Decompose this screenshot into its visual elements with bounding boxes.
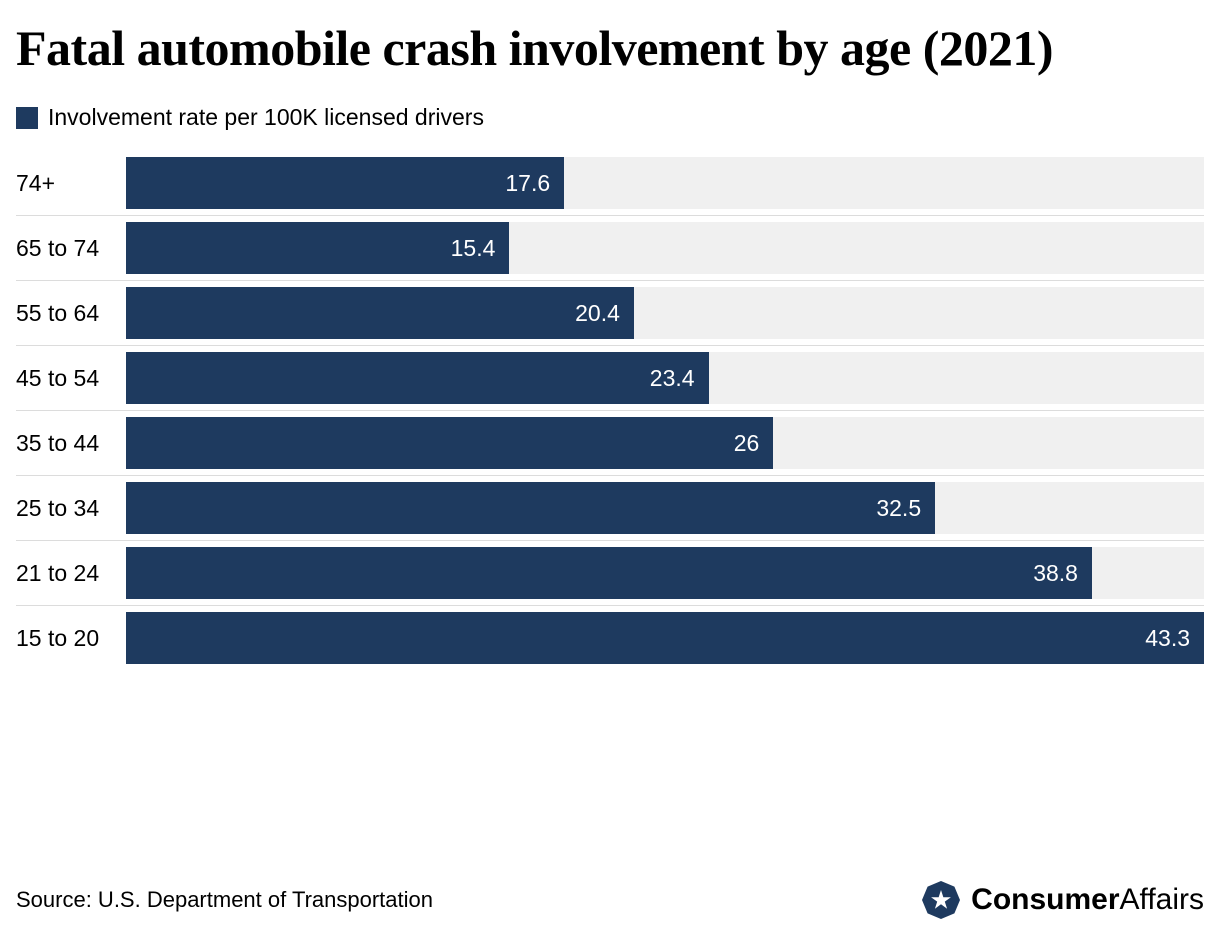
bar-track: 32.5 [126,482,1204,534]
bar-fill: 23.4 [126,352,709,404]
bar-value-label: 23.4 [650,365,695,392]
category-label: 15 to 20 [16,625,126,652]
chart-row: 65 to 74 15.4 [16,215,1204,280]
chart-row: 55 to 64 20.4 [16,280,1204,345]
bar-value-label: 43.3 [1145,625,1190,652]
chart-title: Fatal automobile crash involvement by ag… [16,20,1204,76]
brand-logo: ConsumerAffairs [921,880,1204,920]
category-label: 65 to 74 [16,235,126,262]
chart-row: 21 to 24 38.8 [16,540,1204,605]
bar-fill: 15.4 [126,222,509,274]
bar-track: 26 [126,417,1204,469]
bar-fill: 17.6 [126,157,564,209]
chart-row: 25 to 34 32.5 [16,475,1204,540]
category-label: 35 to 44 [16,430,126,457]
bar-value-label: 26 [734,430,760,457]
bar-track: 43.3 [126,612,1204,664]
bar-value-label: 20.4 [575,300,620,327]
brand-badge-icon [921,880,961,920]
bar-value-label: 32.5 [876,495,921,522]
category-label: 45 to 54 [16,365,126,392]
bar-track: 23.4 [126,352,1204,404]
bar-track: 38.8 [126,547,1204,599]
chart-row: 15 to 20 43.3 [16,605,1204,670]
bar-track: 17.6 [126,157,1204,209]
footer: Source: U.S. Department of Transportatio… [16,880,1204,920]
bar-fill: 43.3 [126,612,1204,664]
category-label: 25 to 34 [16,495,126,522]
chart-row: 45 to 54 23.4 [16,345,1204,410]
category-label: 55 to 64 [16,300,126,327]
bar-track: 15.4 [126,222,1204,274]
category-label: 21 to 24 [16,560,126,587]
bar-value-label: 15.4 [451,235,496,262]
chart-row: 35 to 44 26 [16,410,1204,475]
legend-label: Involvement rate per 100K licensed drive… [48,104,484,131]
bar-fill: 32.5 [126,482,935,534]
chart-row: 74+ 17.6 [16,151,1204,215]
bar-fill: 26 [126,417,773,469]
bar-value-label: 38.8 [1033,560,1078,587]
legend: Involvement rate per 100K licensed drive… [16,104,1204,131]
bar-fill: 38.8 [126,547,1092,599]
bar-fill: 20.4 [126,287,634,339]
bar-track: 20.4 [126,287,1204,339]
bar-chart: 74+ 17.6 65 to 74 15.4 55 to 64 20.4 45 to 54 2… [16,151,1204,670]
legend-swatch [16,107,38,129]
bar-value-label: 17.6 [505,170,550,197]
category-label: 74+ [16,170,126,197]
source-text: Source: U.S. Department of Transportatio… [16,887,433,913]
brand-name: ConsumerAffairs [971,883,1204,917]
